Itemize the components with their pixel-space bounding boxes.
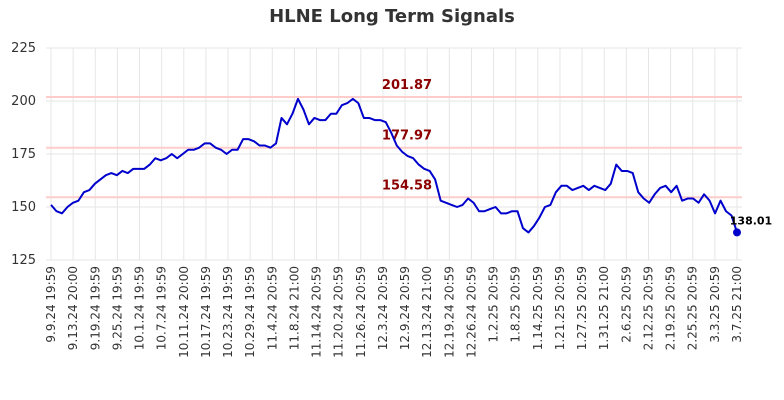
x-tick-label: 9.9.24 19:59 — [44, 266, 58, 343]
x-tick-label: 10.11.24 20:00 — [177, 266, 191, 358]
x-tick-label: 1.31.25 21:00 — [597, 266, 611, 350]
x-tick-label: 1.27.25 20:59 — [575, 266, 589, 350]
x-tick-label: 2.25.25 20:59 — [686, 266, 700, 350]
price-line — [50, 97, 738, 234]
x-tick-label: 9.13.24 20:00 — [66, 266, 80, 350]
last-price-label: 138.01 — [730, 214, 772, 227]
x-tick-label: 12.19.24 20:59 — [442, 266, 456, 358]
price-series: 138.01 — [50, 97, 772, 237]
x-tick-label: 12.9.24 20:59 — [398, 266, 412, 350]
last-price-marker — [733, 228, 741, 237]
x-tick-label: 11.8.24 21:00 — [287, 266, 301, 350]
x-tick-label: 3.3.25 20:59 — [708, 266, 722, 343]
grid-layer — [46, 47, 742, 261]
x-tick-label: 12.13.24 21:00 — [420, 266, 434, 358]
x-tick-label: 11.26.24 20:59 — [354, 266, 368, 358]
x-tick-label: 2.19.25 20:59 — [664, 266, 678, 350]
y-tick-label: 200 — [11, 94, 36, 109]
x-tick-label: 1.2.25 20:59 — [487, 266, 501, 343]
axes: 125 150 175 200 225 9.9.24 19:59 9.13.24 20:00… — [11, 41, 744, 358]
x-tick-label: 2.6.25 20:59 — [619, 266, 633, 343]
x-tick-label: 12.3.24 20:59 — [376, 266, 390, 350]
y-tick-label: 150 — [11, 200, 36, 215]
x-tick-label: 10.1.24 19:59 — [133, 266, 147, 350]
signal-level-label: 201.87 — [382, 78, 432, 93]
x-tick-label: 10.23.24 19:59 — [221, 266, 235, 358]
y-tick-label: 125 — [11, 253, 36, 268]
x-tick-label: 2.12.25 20:59 — [641, 266, 655, 350]
x-tick-label: 11.4.24 20:59 — [265, 266, 279, 350]
x-tick-label: 1.14.25 20:59 — [531, 266, 545, 350]
x-tick-label: 9.25.24 19:59 — [110, 266, 124, 350]
x-tick-label: 1.8.25 20:59 — [509, 266, 523, 343]
x-tick-label: 10.17.24 19:59 — [199, 266, 213, 358]
chart-title: HLNE Long Term Signals — [269, 6, 515, 27]
signal-level-label: 154.58 — [382, 178, 432, 193]
x-tick-label: 1.21.25 20:59 — [553, 266, 567, 350]
x-tick-label: 11.20.24 20:59 — [332, 266, 346, 358]
x-tick-label: 11.14.24 20:59 — [310, 266, 324, 358]
y-tick-label: 175 — [11, 147, 36, 162]
x-tick-label: 10.7.24 19:59 — [155, 266, 169, 350]
x-tick-label: 12.26.24 20:59 — [464, 266, 478, 358]
x-tick-label: 3.7.25 21:00 — [730, 266, 744, 343]
x-tick-label: 9.19.24 19:59 — [88, 266, 102, 350]
x-tick-label: 10.29.24 19:59 — [243, 266, 257, 358]
y-tick-label: 225 — [11, 41, 36, 56]
